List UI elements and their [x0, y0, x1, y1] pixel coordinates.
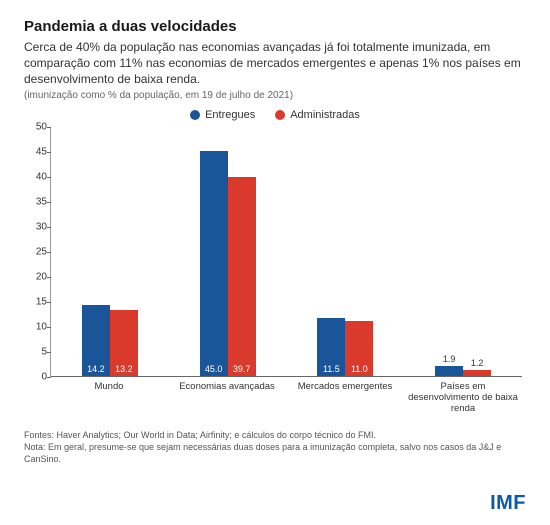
bar-group: 45.0 39.7 — [169, 127, 287, 377]
bar-value-label: 45.0 — [205, 364, 223, 374]
y-tick-label: 45 — [27, 146, 47, 157]
bar-group: 14.2 13.2 — [51, 127, 169, 377]
legend-swatch-2 — [275, 110, 285, 120]
chart-caption: (imunização como % da população, em 19 d… — [24, 90, 526, 101]
bar-value-label: 1.9 — [443, 354, 456, 364]
bar-value-label: 13.2 — [115, 364, 133, 374]
x-axis-label: Economias avançadas — [168, 381, 286, 415]
y-tick-label: 15 — [27, 296, 47, 307]
bar-entregues: 45.0 — [200, 151, 228, 376]
legend-item-administradas: Administradas — [275, 109, 360, 121]
bar-administradas: 1.2 — [463, 370, 491, 376]
x-axis-label: Mercados emergentes — [286, 381, 404, 415]
y-tick-label: 35 — [27, 196, 47, 207]
bar-administradas: 39.7 — [228, 177, 256, 376]
y-tick-label: 30 — [27, 221, 47, 232]
bar-group: 1.91.2 — [404, 127, 522, 377]
chart-area: 14.213.245.039.711.511.01.91.2 051015202… — [50, 127, 522, 377]
y-tick-label: 25 — [27, 246, 47, 257]
y-tick-label: 40 — [27, 171, 47, 182]
legend-label-2: Administradas — [290, 109, 360, 121]
bar-entregues: 14.2 — [82, 305, 110, 376]
plot: 14.213.245.039.711.511.01.91.2 051015202… — [50, 127, 522, 377]
bar-value-label: 39.7 — [233, 364, 251, 374]
footer-notes: Fontes: Haver Analytics; Our World in Da… — [24, 429, 526, 465]
y-tick-label: 50 — [27, 121, 47, 132]
chart-title: Pandemia a duas velocidades — [24, 18, 526, 35]
legend-swatch-1 — [190, 110, 200, 120]
footer-sources: Fontes: Haver Analytics; Our World in Da… — [24, 429, 526, 441]
bar-value-label: 11.5 — [323, 364, 340, 374]
chart-subtitle: Cerca de 40% da população nas economias … — [24, 39, 526, 88]
legend-label-1: Entregues — [205, 109, 255, 121]
y-tick-label: 20 — [27, 271, 47, 282]
footer-note: Nota: Em geral, presume-se que sejam nec… — [24, 441, 526, 465]
legend-item-entregues: Entregues — [190, 109, 255, 121]
y-tick-label: 0 — [27, 371, 47, 382]
y-tick-label: 10 — [27, 321, 47, 332]
bar-administradas: 11.0 — [345, 321, 373, 376]
y-tick-label: 5 — [27, 346, 47, 357]
x-axis-labels: MundoEconomias avançadasMercados emergen… — [50, 381, 522, 415]
bar-entregues: 11.5 — [317, 318, 345, 376]
imf-logo: IMF — [490, 492, 526, 515]
bar-group: 11.5 11.0 — [287, 127, 405, 377]
bar-entregues: 1.9 — [435, 366, 463, 376]
x-axis-label: Mundo — [50, 381, 168, 415]
bar-value-label: 1.2 — [471, 358, 484, 368]
x-axis-label: Países em desenvolvimento de baixa renda — [404, 381, 522, 415]
legend: Entregues Administradas — [24, 109, 526, 121]
bar-administradas: 13.2 — [110, 310, 138, 376]
bar-value-label: 14.2 — [87, 364, 105, 374]
bar-value-label: 11.0 — [351, 364, 368, 374]
bar-groups: 14.213.245.039.711.511.01.91.2 — [51, 127, 522, 377]
